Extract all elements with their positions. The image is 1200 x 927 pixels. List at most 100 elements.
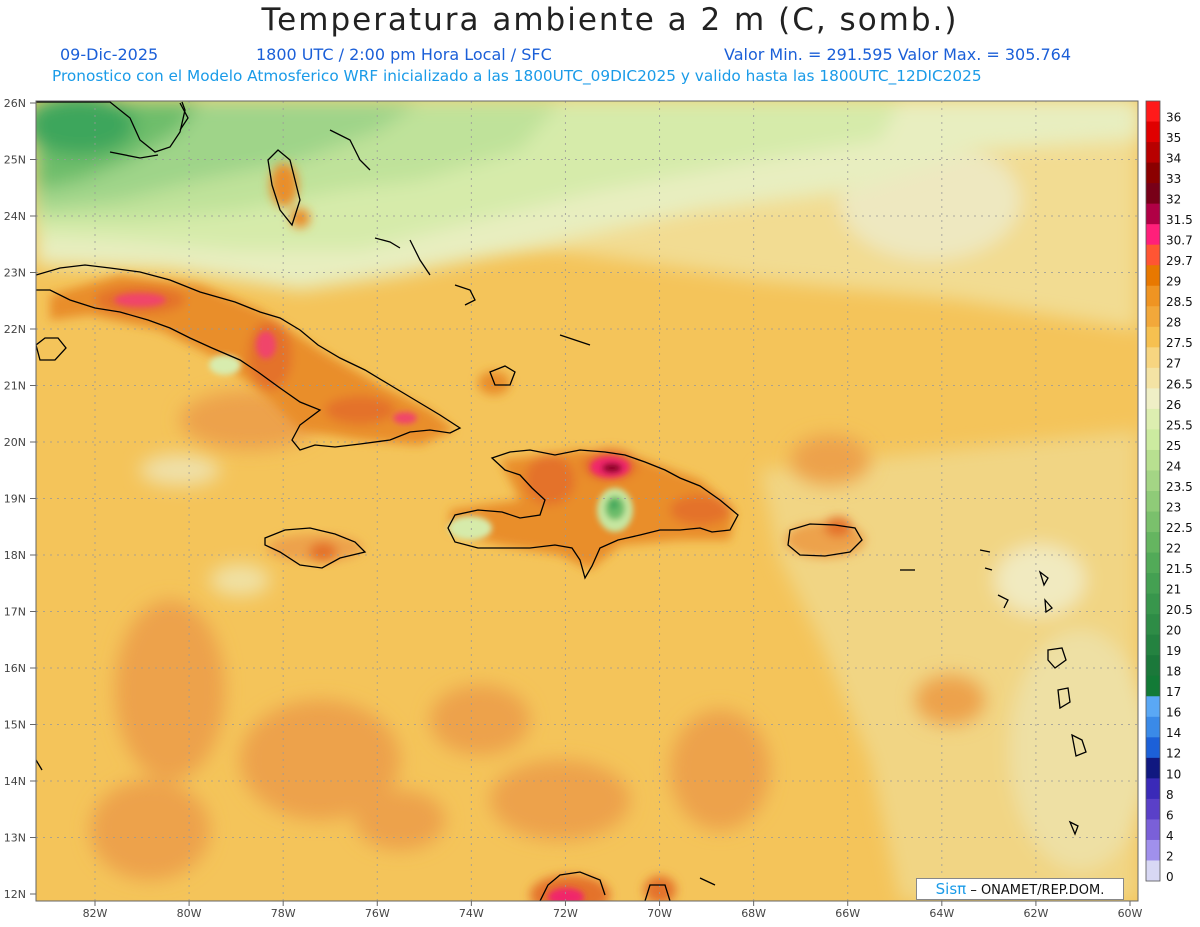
colorbar-label: 27.5 — [1166, 336, 1193, 350]
colorbar-label: 23 — [1166, 500, 1181, 514]
colorbar-label: 27 — [1166, 357, 1181, 371]
lon-label: 66W — [835, 907, 860, 920]
colorbar-label: 33 — [1166, 172, 1181, 186]
colorbar-label: 26.5 — [1166, 377, 1193, 391]
colorbar-label: 28.5 — [1166, 295, 1193, 309]
colorbar-label: 6 — [1166, 808, 1174, 822]
colorbar-label: 10 — [1166, 767, 1181, 781]
colorbar-label: 22.5 — [1166, 521, 1193, 535]
colorbar-swatch — [1146, 142, 1160, 163]
colorbar-label: 35 — [1166, 131, 1181, 145]
map-title: Temperatura ambiente a 2 m (C, somb.) — [261, 2, 959, 38]
credit-text: – ONAMET/REP.DOM. — [966, 883, 1105, 898]
graticule — [36, 101, 1138, 901]
colorbar-swatch — [1146, 183, 1160, 205]
colorbar-swatch — [1146, 408, 1160, 430]
colorbar-swatch — [1146, 429, 1160, 451]
colorbar-label: 0 — [1166, 870, 1174, 884]
lon-label: 72W — [553, 907, 578, 920]
lat-label: 23N — [4, 267, 26, 280]
colorbar-label: 17 — [1166, 685, 1181, 699]
temperature-field — [36, 101, 1138, 901]
colorbar-label: 19 — [1166, 644, 1181, 658]
lon-label: 62W — [1023, 907, 1048, 920]
colorbar-swatch — [1146, 244, 1160, 266]
colorbar-swatch — [1146, 367, 1160, 389]
colorbar-swatch — [1146, 511, 1160, 533]
date-label: 09-Dic-2025 — [60, 45, 159, 64]
colorbar-swatch — [1146, 757, 1160, 779]
lat-label: 26N — [4, 97, 26, 110]
colorbar-swatch — [1146, 655, 1160, 677]
colorbar-swatch — [1146, 593, 1160, 615]
colorbar-swatch — [1146, 573, 1160, 595]
lon-label: 70W — [647, 907, 672, 920]
colorbar-swatch — [1146, 265, 1160, 287]
colorbar-label: 18 — [1166, 665, 1181, 679]
sis-logo-text: Sis — [935, 880, 958, 898]
lon-label: 80W — [177, 907, 202, 920]
colorbar-swatch — [1146, 121, 1160, 143]
colorbar-swatch — [1146, 819, 1160, 841]
colorbar-label: 28 — [1166, 316, 1181, 330]
colorbar-swatch — [1146, 470, 1160, 492]
colorbar-swatch — [1146, 716, 1160, 738]
colorbar: 363534333231.530.729.72928.52827.52726.5… — [1145, 100, 1193, 884]
map-frame — [35, 100, 1139, 902]
colorbar-label: 31.5 — [1166, 213, 1193, 227]
lat-label: 20N — [4, 436, 26, 449]
colorbar-swatch — [1146, 778, 1160, 800]
colorbar-swatch — [1146, 306, 1160, 328]
lat-label: 18N — [4, 549, 26, 562]
lat-label: 19N — [4, 493, 26, 506]
lon-label: 68W — [741, 907, 766, 920]
colorbar-swatch — [1146, 614, 1160, 636]
lat-label: 24N — [4, 210, 26, 223]
lat-label: 15N — [4, 719, 26, 732]
lon-label: 60W — [1118, 907, 1143, 920]
lon-label: 64W — [929, 907, 954, 920]
lat-label: 12N — [4, 888, 26, 901]
colorbar-label: 20.5 — [1166, 603, 1193, 617]
minmax-label: Valor Min. = 291.595 Valor Max. = 305.76… — [724, 45, 1072, 64]
lat-label: 16N — [4, 662, 26, 675]
forecast-label: Pronostico con el Modelo Atmosferico WRF… — [52, 67, 982, 85]
colorbar-swatch — [1146, 101, 1160, 122]
lat-label: 21N — [4, 380, 26, 393]
colorbar-label: 2 — [1166, 849, 1174, 863]
longitude-labels: 82W 80W 78W 76W 74W 72W 70W 68W 66W 64W 62W 60W — [83, 901, 1143, 920]
time-label: 1800 UTC / 2:00 pm Hora Local / SFC — [256, 45, 552, 64]
colorbar-label: 36 — [1166, 110, 1181, 124]
colorbar-swatch — [1146, 388, 1160, 410]
colorbar-label: 34 — [1166, 151, 1181, 165]
lon-label: 74W — [459, 907, 484, 920]
colorbar-label: 24 — [1166, 459, 1181, 473]
colorbar-swatch — [1146, 860, 1160, 882]
colorbar-label: 26 — [1166, 398, 1181, 412]
colorbar-label: 23.5 — [1166, 480, 1193, 494]
lon-label: 76W — [365, 907, 390, 920]
colorbar-swatch — [1146, 203, 1160, 225]
colorbar-swatch — [1146, 285, 1160, 307]
colorbar-label: 29.7 — [1166, 254, 1193, 268]
colorbar-swatch — [1146, 737, 1160, 759]
colorbar-swatch — [1146, 224, 1160, 246]
colorbar-label: 29 — [1166, 275, 1181, 289]
colorbar-swatch — [1146, 532, 1160, 553]
colorbar-swatch — [1146, 696, 1160, 718]
colorbar-label: 8 — [1166, 788, 1174, 802]
colorbar-label: 14 — [1166, 726, 1181, 740]
colorbar-swatch — [1146, 552, 1160, 574]
colorbar-label: 21 — [1166, 583, 1181, 597]
colorbar-label: 4 — [1166, 829, 1174, 843]
colorbar-swatch — [1146, 839, 1160, 861]
colorbar-label: 20 — [1166, 624, 1181, 638]
colorbar-swatch — [1146, 798, 1160, 820]
lat-label: 13N — [4, 832, 26, 845]
colorbar-swatch — [1146, 162, 1160, 184]
colorbar-label: 25.5 — [1166, 418, 1193, 432]
colorbar-label: 22 — [1166, 541, 1181, 555]
lat-label: 25N — [4, 154, 26, 167]
colorbar-swatch — [1146, 449, 1160, 471]
